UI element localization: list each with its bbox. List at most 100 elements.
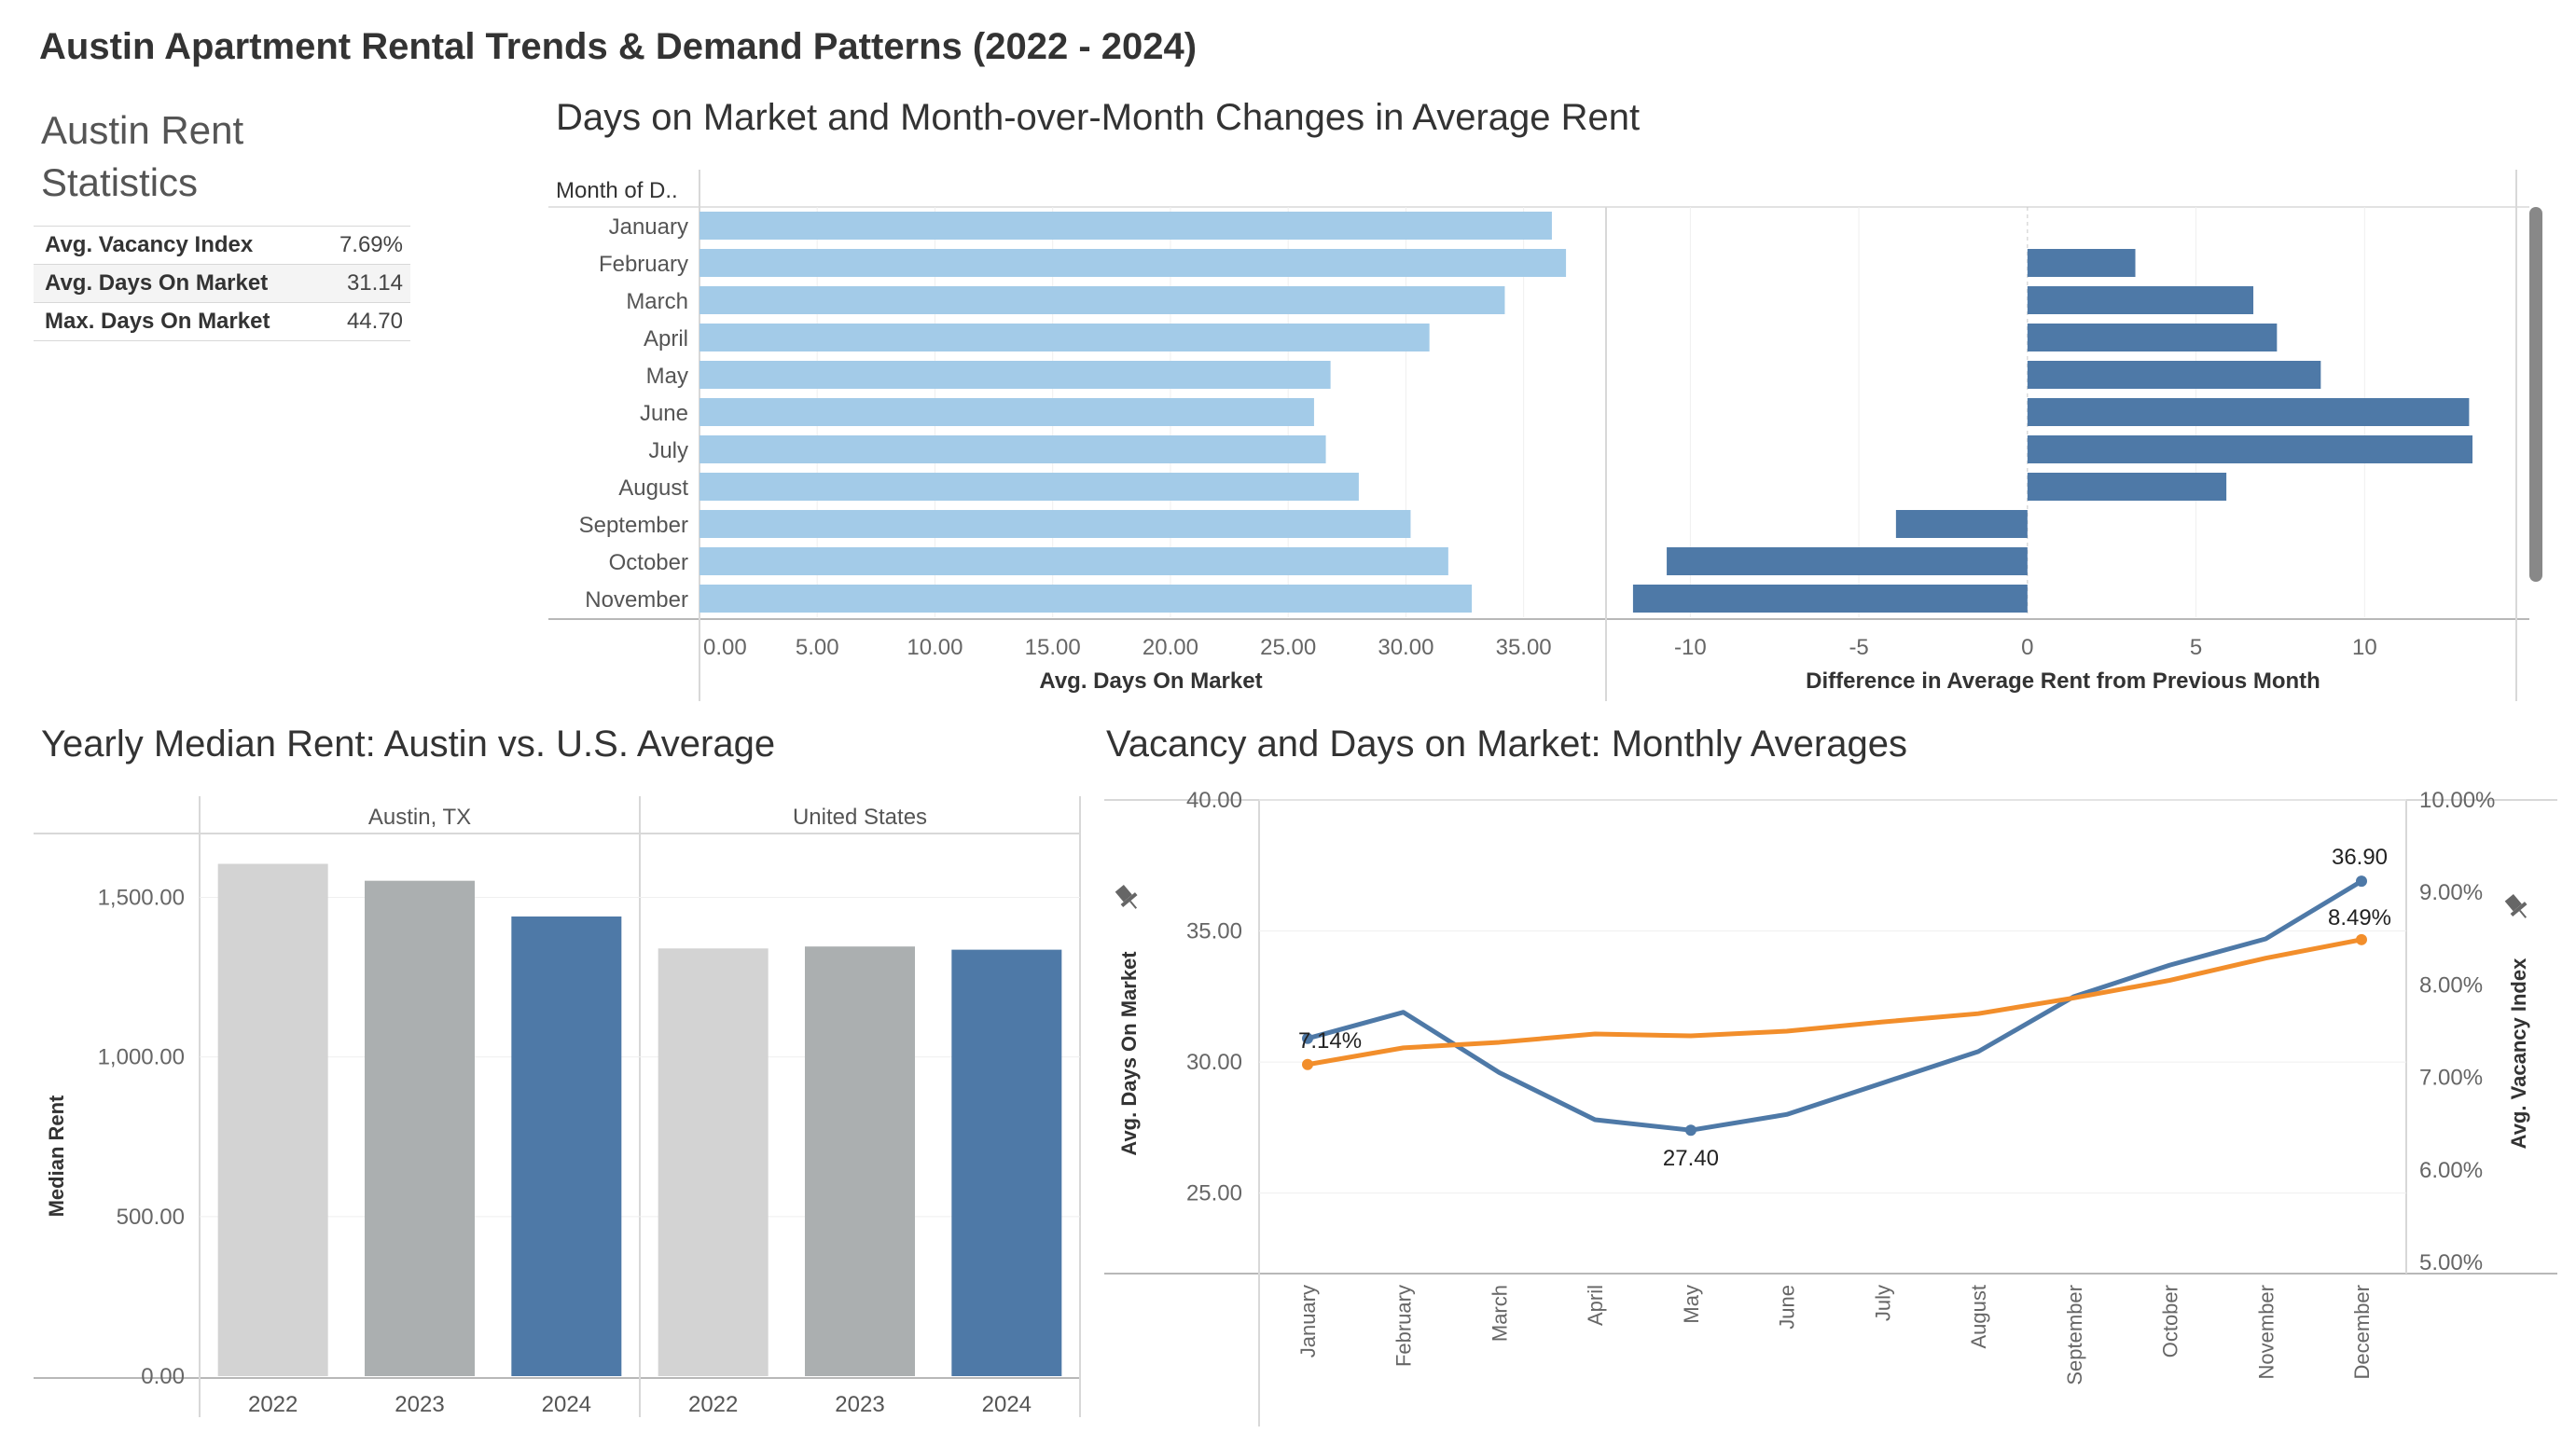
days-on-market-chart-title: Days on Market and Month-over-Month Chan… bbox=[556, 97, 1641, 138]
days-on-market-bar[interactable] bbox=[699, 286, 1505, 314]
days-on-market-bar[interactable] bbox=[699, 473, 1359, 501]
month-axis-label: July bbox=[1871, 1285, 1894, 1321]
rent-difference-bar[interactable] bbox=[2027, 398, 2470, 426]
year-label: 2023 bbox=[835, 1392, 884, 1417]
right-y-tick-label: 6.00% bbox=[2419, 1158, 2483, 1183]
year-label: 2023 bbox=[395, 1392, 444, 1417]
days-on-market-bar[interactable] bbox=[699, 547, 1448, 575]
rent-difference-bar[interactable] bbox=[1895, 510, 2028, 538]
right-y-tick-label: 8.00% bbox=[2419, 972, 2483, 998]
stats-row-avg-days: Avg. Days On Market 31.14 bbox=[34, 264, 410, 302]
line-chart-series[interactable] bbox=[1302, 875, 2367, 1137]
stats-value: 44.70 bbox=[346, 309, 403, 334]
y-tick-label: 1,500.00 bbox=[98, 885, 185, 910]
rent-difference-bar[interactable] bbox=[2027, 324, 2278, 351]
left-y-tick-label: 35.00 bbox=[1186, 919, 1242, 944]
data-point-marker[interactable] bbox=[1302, 1058, 1313, 1070]
stats-table: Avg. Vacancy Index 7.69% Avg. Days On Ma… bbox=[34, 226, 410, 341]
stats-label: Avg. Vacancy Index bbox=[45, 232, 254, 257]
stats-row-vacancy: Avg. Vacancy Index 7.69% bbox=[34, 226, 410, 264]
days-on-market-bar[interactable] bbox=[699, 324, 1430, 351]
x-tick-label: 0 bbox=[2021, 635, 2033, 660]
rent-difference-bar[interactable] bbox=[2027, 249, 2136, 277]
month-axis-label: February bbox=[1392, 1285, 1416, 1367]
days-on-market-bar[interactable] bbox=[699, 435, 1326, 463]
data-point-marker[interactable] bbox=[2356, 933, 2367, 945]
dashboard-title: Austin Apartment Rental Trends & Demand … bbox=[39, 26, 1198, 67]
year-label: 2022 bbox=[248, 1392, 298, 1417]
month-label: January bbox=[609, 214, 688, 240]
y-tick-label: 500.00 bbox=[117, 1205, 185, 1230]
top-chart-tick-labels: 0.00 5.00 10.00 15.00 20.00 25.00 30.00 35.00 -1… bbox=[703, 635, 2377, 660]
month-label: February bbox=[599, 252, 688, 277]
days-on-market-bar[interactable] bbox=[699, 510, 1411, 538]
year-label: 2022 bbox=[688, 1392, 738, 1417]
panel-header-austin: Austin, TX bbox=[368, 805, 471, 830]
vertical-scrollbar[interactable] bbox=[2529, 207, 2542, 582]
x-tick-label: 0.00 bbox=[703, 635, 747, 660]
data-point-marker[interactable] bbox=[1684, 1124, 1697, 1137]
days-on-market-bars[interactable] bbox=[699, 212, 1567, 613]
month-axis-label: January bbox=[1296, 1285, 1320, 1357]
vacancy-days-line-chart: 25.00 30.00 35.00 40.00 5.00% 6.00% 7.00% 8.00%… bbox=[1104, 788, 2557, 1426]
median-rent-bar[interactable] bbox=[805, 946, 915, 1376]
series-line[interactable] bbox=[1307, 879, 2363, 1133]
line-chart-labels: 25.00 30.00 35.00 40.00 5.00% 6.00% 7.00% 8.00%… bbox=[1186, 788, 2495, 1385]
data-point-marker[interactable] bbox=[2356, 875, 2367, 888]
median-rent-chart: 0.00 500.00 1,000.00 1,500.00 2022 2023 2024 20… bbox=[34, 796, 1081, 1417]
x-tick-label: 5 bbox=[2190, 635, 2202, 660]
stats-label: Avg. Days On Market bbox=[45, 270, 269, 296]
month-label: April bbox=[644, 326, 688, 351]
month-label: June bbox=[640, 401, 688, 426]
panel-header-united-states: United States bbox=[793, 805, 927, 830]
days-on-market-bar[interactable] bbox=[699, 585, 1473, 613]
median-rent-bar[interactable] bbox=[511, 916, 622, 1376]
median-rent-gridlines bbox=[200, 896, 1080, 1218]
right-y-tick-label: 5.00% bbox=[2419, 1250, 2483, 1275]
month-label: September bbox=[579, 513, 688, 538]
days-on-market-bar[interactable] bbox=[699, 361, 1331, 389]
rent-difference-bar[interactable] bbox=[2027, 361, 2321, 389]
rent-difference-bar[interactable] bbox=[2027, 435, 2473, 463]
x-tick-label: 30.00 bbox=[1378, 635, 1433, 660]
rent-difference-bar[interactable] bbox=[1667, 547, 2028, 575]
data-point-marker[interactable] bbox=[1302, 1032, 1313, 1044]
month-axis-label: April bbox=[1584, 1285, 1607, 1326]
year-label: 2024 bbox=[542, 1392, 591, 1417]
right-y-tick-label: 7.00% bbox=[2419, 1066, 2483, 1091]
right-y-tick-label: 10.00% bbox=[2419, 788, 2495, 813]
x-tick-label: 15.00 bbox=[1025, 635, 1081, 660]
x-tick-label: 10.00 bbox=[907, 635, 963, 660]
month-category-labels: January February March April May June July Augu… bbox=[579, 214, 689, 613]
rent-difference-bar[interactable] bbox=[1632, 585, 2028, 613]
rent-difference-bars[interactable] bbox=[1632, 249, 2473, 613]
days-on-market-bar[interactable] bbox=[699, 398, 1314, 426]
month-label: August bbox=[618, 475, 688, 501]
rent-difference-bar[interactable] bbox=[2027, 473, 2227, 501]
year-label: 2024 bbox=[982, 1392, 1032, 1417]
month-label: October bbox=[609, 550, 688, 575]
median-rent-bar[interactable] bbox=[365, 880, 475, 1376]
days-on-market-bar[interactable] bbox=[699, 249, 1567, 277]
data-label: 36.90 bbox=[2332, 845, 2388, 870]
median-rent-labels: 0.00 500.00 1,000.00 1,500.00 2022 2023 2024 20… bbox=[98, 885, 1032, 1417]
median-rent-bar[interactable] bbox=[951, 949, 1062, 1376]
days-on-market-x-axis-label: Avg. Days On Market bbox=[1039, 668, 1262, 694]
month-axis-label: September bbox=[2063, 1285, 2086, 1385]
data-label: 8.49% bbox=[2328, 905, 2391, 930]
median-rent-bar[interactable] bbox=[658, 948, 769, 1376]
x-tick-label: 5.00 bbox=[796, 635, 839, 660]
month-label: July bbox=[648, 438, 688, 463]
pin-icon[interactable] bbox=[2502, 891, 2533, 923]
pin-icon[interactable] bbox=[1113, 882, 1143, 914]
month-axis-label: June bbox=[1776, 1285, 1799, 1330]
left-y-tick-label: 40.00 bbox=[1186, 788, 1242, 813]
series-line[interactable] bbox=[1307, 937, 2362, 1068]
x-tick-label: -10 bbox=[1674, 635, 1707, 660]
month-axis-label: August bbox=[1967, 1285, 1990, 1349]
median-rent-bar[interactable] bbox=[217, 863, 328, 1376]
median-rent-bars[interactable] bbox=[217, 863, 1062, 1376]
month-axis-label: May bbox=[1680, 1285, 1703, 1324]
rent-difference-bar[interactable] bbox=[2027, 286, 2254, 314]
days-on-market-bar[interactable] bbox=[699, 212, 1552, 240]
